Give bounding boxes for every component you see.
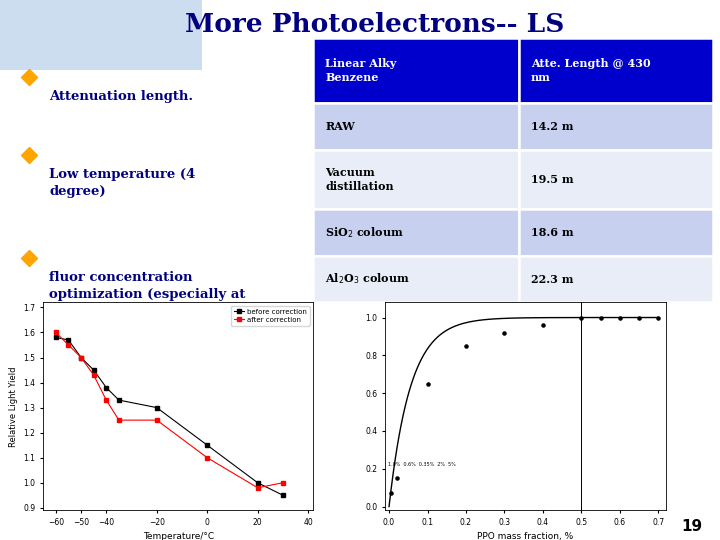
FancyBboxPatch shape	[519, 103, 713, 150]
before correction	[102, 384, 111, 391]
before correction	[153, 404, 161, 411]
after correction	[102, 397, 111, 403]
after correction	[253, 484, 262, 491]
Text: Low temperature (4
degree): Low temperature (4 degree)	[49, 167, 196, 198]
after correction	[279, 480, 287, 486]
after correction	[203, 455, 212, 461]
X-axis label: PPO mass fraction, %: PPO mass fraction, %	[477, 532, 574, 540]
before correction	[77, 354, 86, 361]
Text: 19: 19	[681, 518, 702, 534]
after correction	[153, 417, 161, 423]
Text: 1.0%  0.6%  0.35%  2%  5%: 1.0% 0.6% 0.35% 2% 5%	[388, 462, 456, 467]
before correction	[253, 480, 262, 486]
before correction	[279, 492, 287, 498]
before correction	[203, 442, 212, 448]
after correction	[77, 354, 86, 361]
FancyBboxPatch shape	[519, 255, 713, 302]
Text: Al$_2$O$_3$ coloum: Al$_2$O$_3$ coloum	[325, 272, 410, 286]
X-axis label: Temperature/°C: Temperature/°C	[143, 532, 214, 540]
Line: before correction: before correction	[53, 335, 285, 498]
Text: Atte. Length @ 430
nm: Atte. Length @ 430 nm	[531, 58, 651, 83]
Legend: before correction, after correction: before correction, after correction	[231, 306, 310, 326]
FancyBboxPatch shape	[519, 150, 713, 209]
Text: Vacuum
distillation: Vacuum distillation	[325, 167, 394, 192]
Line: after correction: after correction	[53, 330, 285, 490]
Text: Attenuation length.: Attenuation length.	[49, 90, 194, 103]
Text: fluor concentration
optimization (especially at
-: fluor concentration optimization (especi…	[49, 271, 246, 318]
FancyBboxPatch shape	[519, 209, 713, 255]
before correction	[64, 337, 73, 343]
before correction	[89, 367, 98, 373]
FancyBboxPatch shape	[313, 103, 519, 150]
Text: RAW: RAW	[325, 121, 355, 132]
after correction	[64, 342, 73, 348]
before correction	[114, 397, 123, 403]
FancyBboxPatch shape	[313, 255, 519, 302]
Text: More Photoelectrons-- LS: More Photoelectrons-- LS	[185, 12, 564, 37]
FancyBboxPatch shape	[0, 0, 202, 70]
FancyBboxPatch shape	[313, 38, 519, 103]
Text: 18.6 m: 18.6 m	[531, 227, 574, 238]
Text: 22.3 m: 22.3 m	[531, 274, 574, 285]
Text: SiO$_2$ coloum: SiO$_2$ coloum	[325, 225, 404, 240]
before correction	[52, 334, 60, 341]
after correction	[89, 372, 98, 379]
Text: 19.5 m: 19.5 m	[531, 174, 574, 185]
after correction	[52, 329, 60, 336]
after correction	[114, 417, 123, 423]
Text: 14.2 m: 14.2 m	[531, 121, 574, 132]
FancyBboxPatch shape	[519, 38, 713, 103]
Text: Linear Alky
Benzene: Linear Alky Benzene	[325, 58, 397, 83]
FancyBboxPatch shape	[313, 209, 519, 255]
Y-axis label: Relative Light Yield: Relative Light Yield	[9, 366, 18, 447]
FancyBboxPatch shape	[313, 150, 519, 209]
